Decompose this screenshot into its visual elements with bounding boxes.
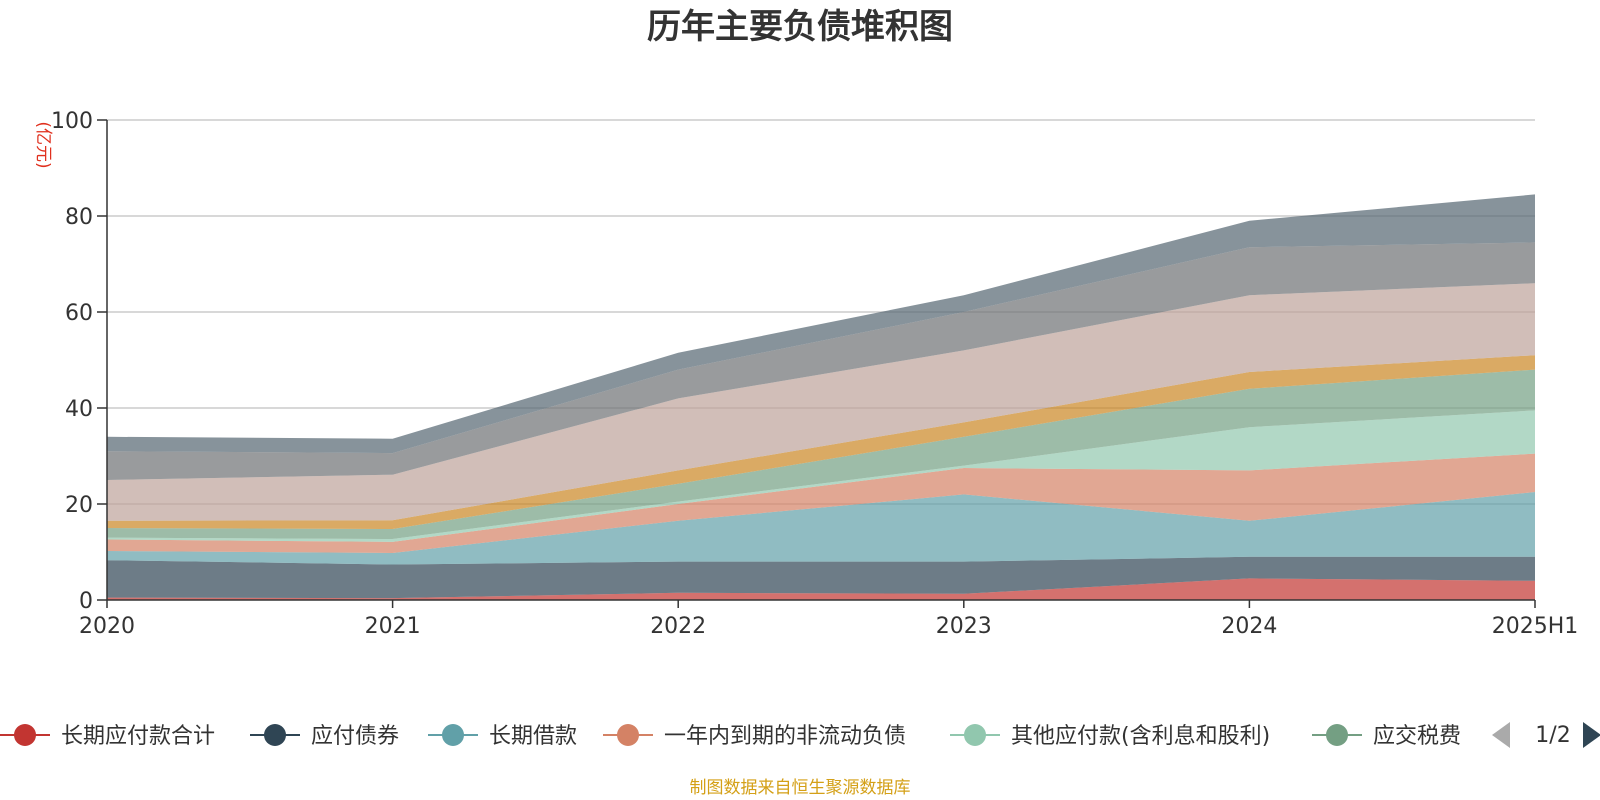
- legend-page-indicator: 1/2: [1535, 723, 1570, 748]
- area-series-2: [107, 492, 1535, 565]
- legend-label: 其他应付款(含利息和股利): [1011, 724, 1270, 749]
- legend-item[interactable]: 其他应付款(含利息和股利): [950, 724, 1270, 749]
- area-series-1: [107, 556, 1535, 599]
- x-tick-label: 2021: [365, 614, 421, 639]
- area-series-8: [107, 242, 1535, 480]
- legend-pager: 1/2: [1492, 722, 1600, 748]
- legend-marker-icon: [1326, 724, 1348, 746]
- legend-label: 应交税费: [1373, 724, 1461, 749]
- area-series-4: [107, 410, 1535, 542]
- area-series-9: [107, 194, 1535, 454]
- axes: 0 20 40 60 80 100 2020 2021 2022 2023 2024 2025H1: [51, 109, 1578, 639]
- x-tick-label: 2020: [79, 614, 135, 639]
- legend-marker-icon: [617, 724, 639, 746]
- area-series-6: [107, 355, 1535, 529]
- legend-item[interactable]: 长期借款: [428, 724, 577, 749]
- area-series-3: [107, 453, 1535, 553]
- legend-label: 长期借款: [489, 724, 577, 749]
- stacked-areas: [107, 194, 1535, 600]
- legend-marker-icon: [264, 724, 286, 746]
- area-series-0: [107, 578, 1535, 600]
- legend-marker-icon: [964, 724, 986, 746]
- legend-next-page-icon[interactable]: [1583, 722, 1600, 748]
- y-tick-label: 0: [79, 589, 93, 614]
- legend-marker-icon: [14, 724, 36, 746]
- y-axis-unit-label: (亿元): [33, 121, 53, 168]
- legend-prev-page-icon[interactable]: [1492, 722, 1510, 748]
- legend-item[interactable]: 一年内到期的非流动负债: [603, 724, 906, 749]
- chart-title: 历年主要负债堆积图: [647, 7, 953, 47]
- x-tick-label: 2022: [650, 614, 706, 639]
- legend-label: 应付债券: [311, 724, 399, 749]
- legend-item[interactable]: 应交税费: [1312, 724, 1461, 749]
- x-tick-label: 2025H1: [1492, 614, 1579, 639]
- y-tick-label: 100: [51, 109, 93, 134]
- y-tick-label: 40: [65, 397, 93, 422]
- y-tick-label: 80: [65, 205, 93, 230]
- area-series-5: [107, 369, 1535, 539]
- data-source-note: 制图数据来自恒生聚源数据库: [690, 778, 911, 798]
- legend-marker-icon: [442, 724, 464, 746]
- y-tick-label: 20: [65, 493, 93, 518]
- y-tick-label: 60: [65, 301, 93, 326]
- legend-item[interactable]: 长期应付款合计: [0, 724, 215, 749]
- legend: 长期应付款合计 应付债券 长期借款 一年内到期的非流动负债 其他应付款(含利息和股利) 应…: [0, 724, 1461, 749]
- area-series-7: [107, 283, 1535, 521]
- x-tick-label: 2024: [1221, 614, 1277, 639]
- legend-item[interactable]: 应付债券: [250, 724, 399, 749]
- x-tick-label: 2023: [936, 614, 992, 639]
- legend-label: 长期应付款合计: [61, 724, 215, 749]
- legend-label: 一年内到期的非流动负债: [664, 724, 906, 749]
